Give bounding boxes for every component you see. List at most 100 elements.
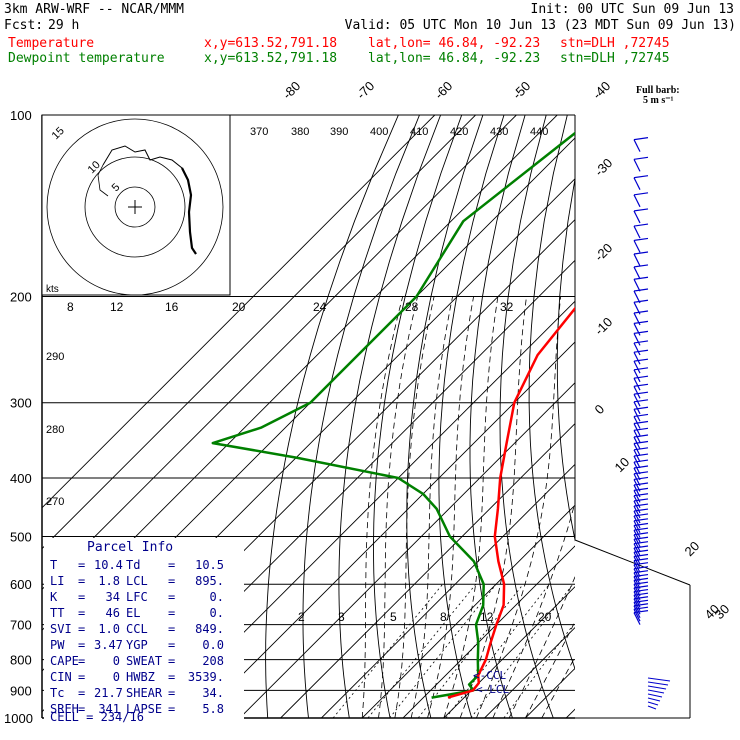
wind-barb <box>633 225 641 239</box>
wind-barb <box>633 323 641 336</box>
wind-barb-flag <box>633 264 649 268</box>
isotherm-line <box>361 504 575 718</box>
wind-barb <box>633 194 641 208</box>
isentrope-label: 440 <box>530 126 548 138</box>
moist-adiabat <box>443 296 499 718</box>
mixing-ratio-line <box>389 583 497 718</box>
wind-barb <box>633 572 641 585</box>
isentrope-label: 400 <box>370 126 388 138</box>
parcel-info-cell: SVI <box>50 622 72 636</box>
wind-barb-flag <box>633 299 649 303</box>
forecast-label: Fcst: <box>4 18 44 33</box>
moist-adiabat <box>525 620 575 718</box>
wind-barb <box>633 543 641 556</box>
moist-adiabat <box>410 296 453 718</box>
parcel-info-cell: SREH <box>50 702 79 716</box>
wind-barb-flag <box>633 453 649 457</box>
wind-barb <box>633 333 641 346</box>
wind-barb-flag <box>633 476 649 481</box>
wind-barb <box>647 705 657 710</box>
wind-barb <box>633 266 641 280</box>
wind-barb-flag <box>633 367 649 371</box>
ccl-marker: <-CCL <box>473 669 506 682</box>
parcel-info-cell: 3.47 <box>94 638 123 652</box>
wind-barb-flag <box>633 498 649 502</box>
moist-adiabat-label: 8 <box>67 300 74 314</box>
mixing-ratio-label: 5 <box>390 610 397 624</box>
wind-barb-flag <box>633 434 649 438</box>
wind-barb <box>647 681 669 686</box>
wind-barb <box>633 240 641 253</box>
wind-barb <box>633 342 641 356</box>
wind-barb-flag <box>633 471 649 475</box>
wind-barb <box>633 510 641 524</box>
parcel-info-cell: 341 <box>98 702 120 716</box>
wind-barbs <box>633 137 671 710</box>
moist-adiabat <box>476 296 561 718</box>
wind-barb <box>633 210 641 224</box>
barb-legend-value: 5 m s⁻¹ <box>643 95 674 106</box>
wind-barb <box>633 393 641 407</box>
parcel-info-cell: 1.0 <box>98 622 120 636</box>
wind-barb-flag <box>633 493 649 497</box>
moist-adiabat-label: 24 <box>313 300 327 314</box>
parcel-info-cell: SWEAT <box>126 654 163 668</box>
parcel-info-cell: = <box>78 686 86 700</box>
parcel-info-cell: CAPE <box>50 654 79 668</box>
dry-adiabat <box>734 115 740 718</box>
isentrope-label: 380 <box>291 126 309 138</box>
isotherm-line <box>443 586 575 718</box>
parcel-info-cell: CIN <box>50 670 72 684</box>
parcel-info-cell: 10.4 <box>94 558 123 572</box>
parcel-info-cell: 0 <box>112 670 120 684</box>
wind-barb-flag <box>633 137 649 141</box>
parcel-info-cell: = <box>78 638 86 652</box>
wind-barb-flag <box>633 156 649 160</box>
wind-barb-flag <box>633 320 649 324</box>
parcel-info-cell: HWBZ <box>126 670 155 684</box>
wind-barb-flag <box>633 541 649 545</box>
wind-barb <box>633 534 641 548</box>
wind-barb <box>633 556 641 569</box>
isotherm-line <box>607 115 740 718</box>
isotherm-line <box>42 115 436 509</box>
wind-barb <box>647 701 659 706</box>
parcel-info-cell: 0. <box>209 606 224 620</box>
isotherm-label: -40 <box>590 78 614 102</box>
moist-adiabat <box>541 656 575 718</box>
wind-barb-flag <box>633 487 649 492</box>
isotherm-line <box>280 422 575 718</box>
parcel-info-cell: PW <box>50 638 65 652</box>
isentrope-label: 390 <box>330 126 348 138</box>
wind-barb-flag <box>633 527 649 531</box>
parcel-info-cell: YGP <box>126 638 148 652</box>
isotherm-line <box>42 115 517 591</box>
parcel-info-cell: 208 <box>202 654 224 668</box>
parcel-info-cell: 46 <box>105 606 120 620</box>
model-title: 3km ARW-WRF -- NCAR/MMM <box>4 2 185 17</box>
parcel-info-cell: = <box>168 686 176 700</box>
barb-legend-title: Full barb: <box>636 85 680 96</box>
wind-barb-flag <box>633 536 649 540</box>
dry-adiabat <box>469 115 526 718</box>
wind-barb <box>633 177 641 190</box>
moist-adiabat <box>492 501 575 718</box>
isotherm-label: 10 <box>612 454 633 475</box>
mixing-ratio-line <box>332 583 444 718</box>
dry-adiabat <box>710 115 740 718</box>
parcel-info-cell: T <box>50 558 58 572</box>
wind-barb <box>633 369 641 383</box>
wind-barb-flag <box>633 581 649 585</box>
wind-barb-flag <box>633 562 649 566</box>
isentrope-label: 410 <box>410 126 428 138</box>
parcel-info-cell: = <box>78 670 86 684</box>
wind-barb-flag <box>633 399 649 403</box>
valid-time: Valid: 05 UTC Mon 10 Jun 13 (23 MDT Sun … <box>344 18 736 33</box>
parcel-info-cell: = <box>168 670 176 684</box>
dry-adiabat <box>662 115 740 718</box>
parcel-info-cell: TT <box>50 606 65 620</box>
wind-barb-flag <box>633 349 649 353</box>
isotherm-line <box>648 115 740 718</box>
wind-barb-flag <box>633 383 649 387</box>
moist-adiabat <box>378 296 418 718</box>
